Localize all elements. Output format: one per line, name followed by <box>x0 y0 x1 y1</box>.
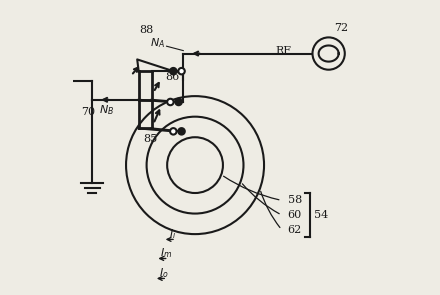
Circle shape <box>170 68 176 74</box>
Text: 62: 62 <box>287 225 302 235</box>
Text: $I_i$: $I_i$ <box>169 227 177 241</box>
Text: $I_m$: $I_m$ <box>160 246 172 260</box>
Text: 54: 54 <box>314 210 328 220</box>
Circle shape <box>176 99 182 105</box>
Circle shape <box>178 68 185 74</box>
Circle shape <box>170 128 176 135</box>
Circle shape <box>178 128 185 135</box>
Text: 58: 58 <box>287 195 302 205</box>
Text: 86: 86 <box>166 72 180 82</box>
Text: 88: 88 <box>139 25 153 35</box>
Text: $N_A$: $N_A$ <box>150 36 165 50</box>
Text: 72: 72 <box>334 23 348 33</box>
Text: $I_o$: $I_o$ <box>159 266 169 280</box>
Text: 70: 70 <box>81 107 95 117</box>
Text: $N_B$: $N_B$ <box>99 103 114 117</box>
Text: 85: 85 <box>143 134 157 144</box>
Text: RF: RF <box>275 46 291 56</box>
Text: 60: 60 <box>287 210 302 220</box>
Circle shape <box>167 99 174 105</box>
